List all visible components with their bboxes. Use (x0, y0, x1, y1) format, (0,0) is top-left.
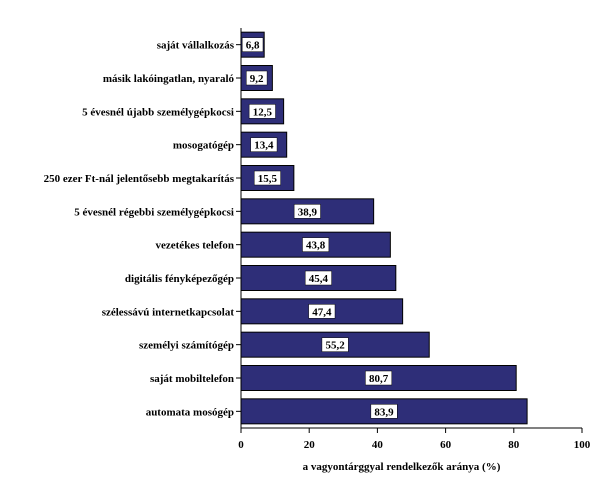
bar-6 (240, 231, 391, 258)
data-label-2: 12,5 (253, 106, 273, 118)
category-label-10: saját mobiltelefon (150, 373, 234, 385)
category-label-5: 5 évesnél régebbi személygépkocsi (74, 206, 234, 218)
data-label-box-2 (248, 104, 276, 119)
data-label-box-5 (293, 204, 321, 219)
x-tick-label-5: 100 (574, 439, 591, 451)
category-label-3: mosogatógép (173, 140, 234, 152)
x-tick-label-0: 0 (238, 439, 244, 451)
category-label-8: szélessávú internetkapcsolat (102, 306, 235, 318)
category-label-0: saját vállalkozás (157, 40, 235, 52)
category-label-4: 250 ezer Ft-nál jelentősebb megtakarítás (44, 173, 235, 185)
category-label-6: vezetékes telefon (156, 240, 235, 252)
data-label-6: 43,8 (306, 240, 326, 252)
data-label-0: 6,8 (246, 40, 260, 52)
data-label-box-11 (370, 404, 398, 419)
data-label-8: 47,4 (312, 306, 332, 318)
category-label-9: személyi számítógép (139, 340, 234, 352)
category-label-7: digitális fényképezőgép (125, 273, 234, 285)
x-axis-title: a vagyontárggyal rendelkezők aránya (%) (303, 461, 501, 473)
data-label-box-0 (241, 37, 264, 52)
x-tick-label-1: 20 (304, 439, 316, 451)
x-tick-label-4: 80 (508, 439, 520, 451)
category-label-1: másik lakóingatlan, nyaraló (103, 73, 235, 85)
data-label-box-1 (246, 70, 268, 86)
data-label-5: 38,9 (298, 206, 318, 218)
data-label-10: 80,7 (369, 373, 389, 385)
data-label-box-4 (253, 170, 281, 186)
category-label-2: 5 évesnél újabb személygépkocsi (82, 106, 234, 118)
bar-3 (240, 131, 288, 158)
data-label-3: 13,4 (254, 140, 274, 152)
data-label-9: 55,2 (325, 340, 345, 352)
data-label-box-9 (321, 337, 349, 352)
data-label-11: 83,9 (374, 406, 394, 418)
x-tick-label-3: 60 (440, 439, 452, 451)
data-label-1: 9,2 (250, 73, 264, 85)
data-label-box-10 (365, 370, 393, 386)
category-label-11: automata mosógép (146, 406, 234, 418)
data-label-box-8 (308, 304, 336, 319)
data-label-7: 45,4 (309, 273, 329, 285)
data-label-box-7 (304, 270, 332, 286)
data-label-box-6 (302, 237, 330, 252)
x-tick-label-2: 40 (372, 439, 384, 451)
axes-group: saját vállalkozás másik lakóingatlan, nya… (44, 28, 591, 451)
data-label-box-3 (250, 137, 278, 152)
data-label-4: 15,5 (258, 173, 278, 185)
bars-group: 6,8 9,2 12,5 13,4 15,5 38,9 43,8 45,4 47,4 55,2 80… (240, 31, 528, 425)
